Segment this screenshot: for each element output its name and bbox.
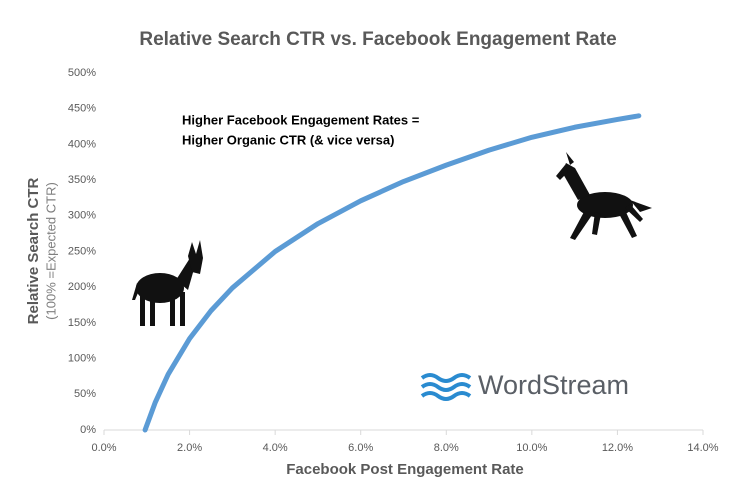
line bbox=[142, 113, 642, 433]
y-tick-label: 50% bbox=[74, 388, 96, 400]
x-tick-label: 4.0% bbox=[263, 442, 288, 454]
x-tick-label: 12.0% bbox=[602, 442, 633, 454]
x-tick-label: 2.0% bbox=[177, 442, 202, 454]
x-tick-label: 10.0% bbox=[516, 442, 547, 454]
logo-text: WordStream bbox=[478, 370, 629, 400]
annotation: Higher Organic CTR (& vice versa) bbox=[182, 132, 394, 147]
y-axis-title: Relative Search CTR bbox=[25, 177, 42, 324]
x-tick-label: 0.0% bbox=[91, 442, 116, 454]
logo-waves bbox=[420, 373, 472, 401]
x-axis-title: Facebook Post Engagement Rate bbox=[286, 461, 524, 478]
x-tick-label: 14.0% bbox=[687, 442, 718, 454]
y-tick-label: 450% bbox=[68, 103, 96, 115]
y-tick-label: 300% bbox=[68, 210, 96, 222]
y-tick-label: 500% bbox=[68, 67, 96, 79]
y-tick-label: 250% bbox=[68, 245, 96, 257]
x-tick-label: 8.0% bbox=[434, 442, 459, 454]
y-tick-label: 0% bbox=[80, 424, 96, 436]
annotation: Higher Facebook Engagement Rates = bbox=[182, 112, 420, 127]
chart-title: Relative Search CTR vs. Facebook Engagem… bbox=[139, 29, 616, 50]
y-tick-label: 150% bbox=[68, 317, 96, 329]
y-axis-subtitle: (100% =Expected CTR) bbox=[43, 182, 58, 320]
y-tick-label: 350% bbox=[68, 174, 96, 186]
y-tick-label: 400% bbox=[68, 138, 96, 150]
y-tick-label: 200% bbox=[68, 281, 96, 293]
unicorn-icon bbox=[556, 152, 652, 240]
x-tick-label: 6.0% bbox=[348, 442, 373, 454]
y-tick-label: 100% bbox=[68, 353, 96, 365]
donkey-icon bbox=[132, 240, 203, 326]
